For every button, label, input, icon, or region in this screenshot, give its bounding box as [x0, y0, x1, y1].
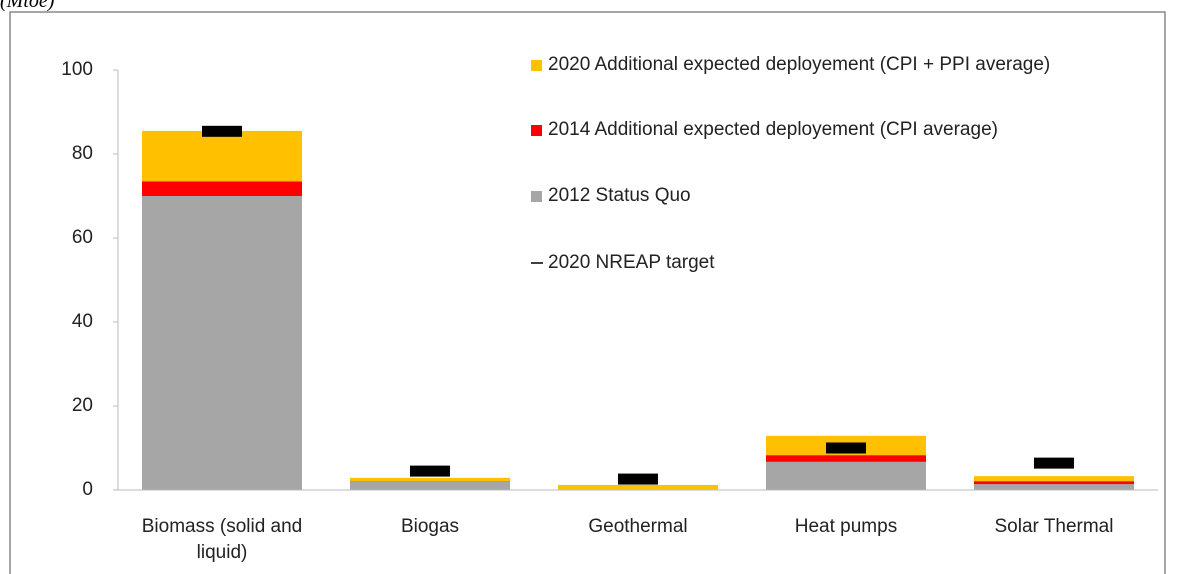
bar-segment	[558, 484, 718, 490]
legend-label: 2014 Additional expected deployement (CP…	[548, 119, 998, 140]
bar-segment	[974, 476, 1134, 482]
y-tick-label: 60	[72, 227, 93, 248]
target-marker	[826, 442, 866, 454]
target-marker	[618, 473, 658, 485]
legend-label: 2020 NREAP target	[548, 252, 715, 273]
bar-segment	[142, 130, 302, 182]
chart-frame	[9, 11, 1166, 574]
legend-label: 2020 Additional expected deployement (CP…	[548, 54, 1051, 75]
x-tick-label: Solar Thermal	[994, 516, 1114, 537]
x-tick-label: Biomass (solid and liquid)	[141, 516, 303, 563]
legend-swatch	[531, 60, 542, 71]
y-tick-label: 100	[61, 59, 93, 80]
y-tick-label: 20	[72, 395, 93, 416]
target-marker	[1034, 457, 1074, 469]
bar-segment	[766, 461, 926, 490]
x-tick-label: Heat pumps	[794, 516, 898, 537]
bar-segment	[350, 481, 510, 490]
legend-swatch	[531, 125, 542, 136]
bar-segment	[974, 481, 1134, 485]
bar-segment	[766, 455, 926, 462]
bar-segment	[350, 477, 510, 482]
unit-label: (Mtoe)	[0, 0, 55, 12]
legend-label: 2012 Status Quo	[548, 185, 691, 206]
x-tick-label: Biogas	[400, 516, 460, 537]
legend-swatch	[531, 191, 542, 202]
target-marker	[202, 125, 242, 137]
bar-segment	[142, 181, 302, 196]
y-tick-label: 0	[82, 479, 93, 500]
bar-segment	[974, 484, 1134, 490]
x-tick-label: Geothermal	[588, 516, 688, 537]
target-marker	[410, 465, 450, 477]
bar-segment	[142, 196, 302, 490]
y-tick-label: 40	[72, 311, 93, 332]
y-tick-label: 80	[72, 143, 93, 164]
